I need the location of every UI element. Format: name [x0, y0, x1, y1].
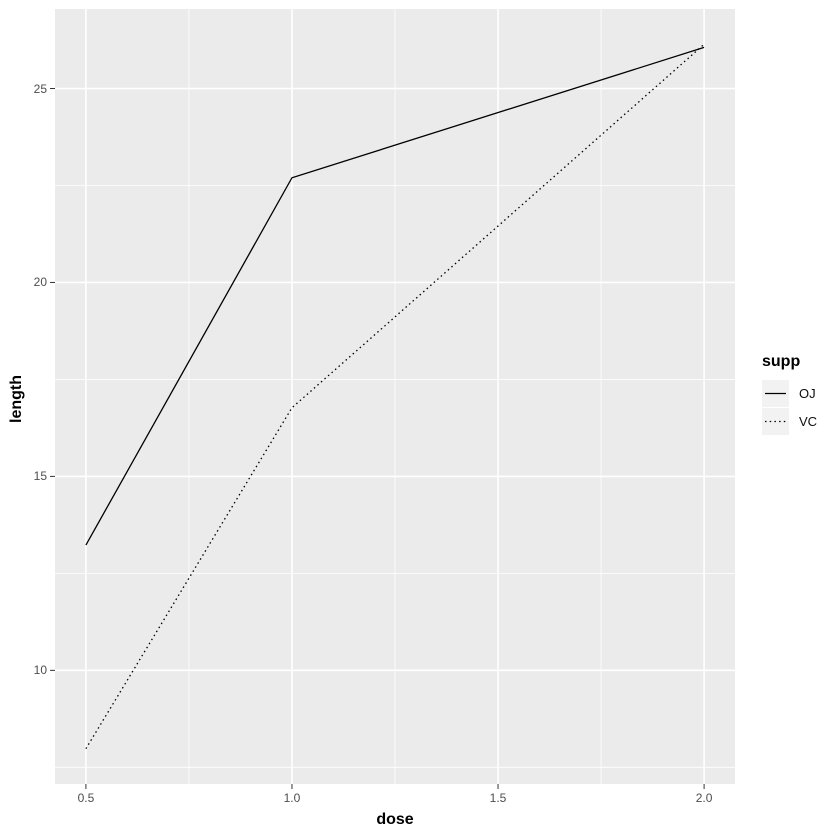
- legend-key-oj: [762, 380, 789, 407]
- legend-key-vc: [762, 408, 789, 435]
- series-line-vc: [85, 43, 705, 750]
- y-tick-label: 25: [33, 81, 47, 96]
- legend: supp OJ VC: [762, 353, 817, 436]
- y-tick-label: 10: [33, 663, 47, 678]
- x-tick-label: 1.0: [283, 791, 301, 805]
- series-line-oj: [85, 46, 705, 546]
- x-axis-title: dose: [376, 811, 414, 828]
- x-tick-label: 1.5: [489, 791, 507, 805]
- legend-entry-oj: OJ: [762, 380, 817, 407]
- legend-label-vc: VC: [799, 414, 818, 429]
- legend-entry-vc: VC: [762, 408, 817, 435]
- y-tick-label: 20: [33, 275, 47, 290]
- y-tick-label: 15: [33, 469, 47, 484]
- y-axis-title: length: [8, 375, 25, 423]
- legend-label-oj: OJ: [799, 386, 816, 401]
- legend-title: supp: [762, 353, 801, 370]
- x-tick-label: 0.5: [77, 791, 95, 805]
- x-tick-label: 2.0: [695, 791, 713, 805]
